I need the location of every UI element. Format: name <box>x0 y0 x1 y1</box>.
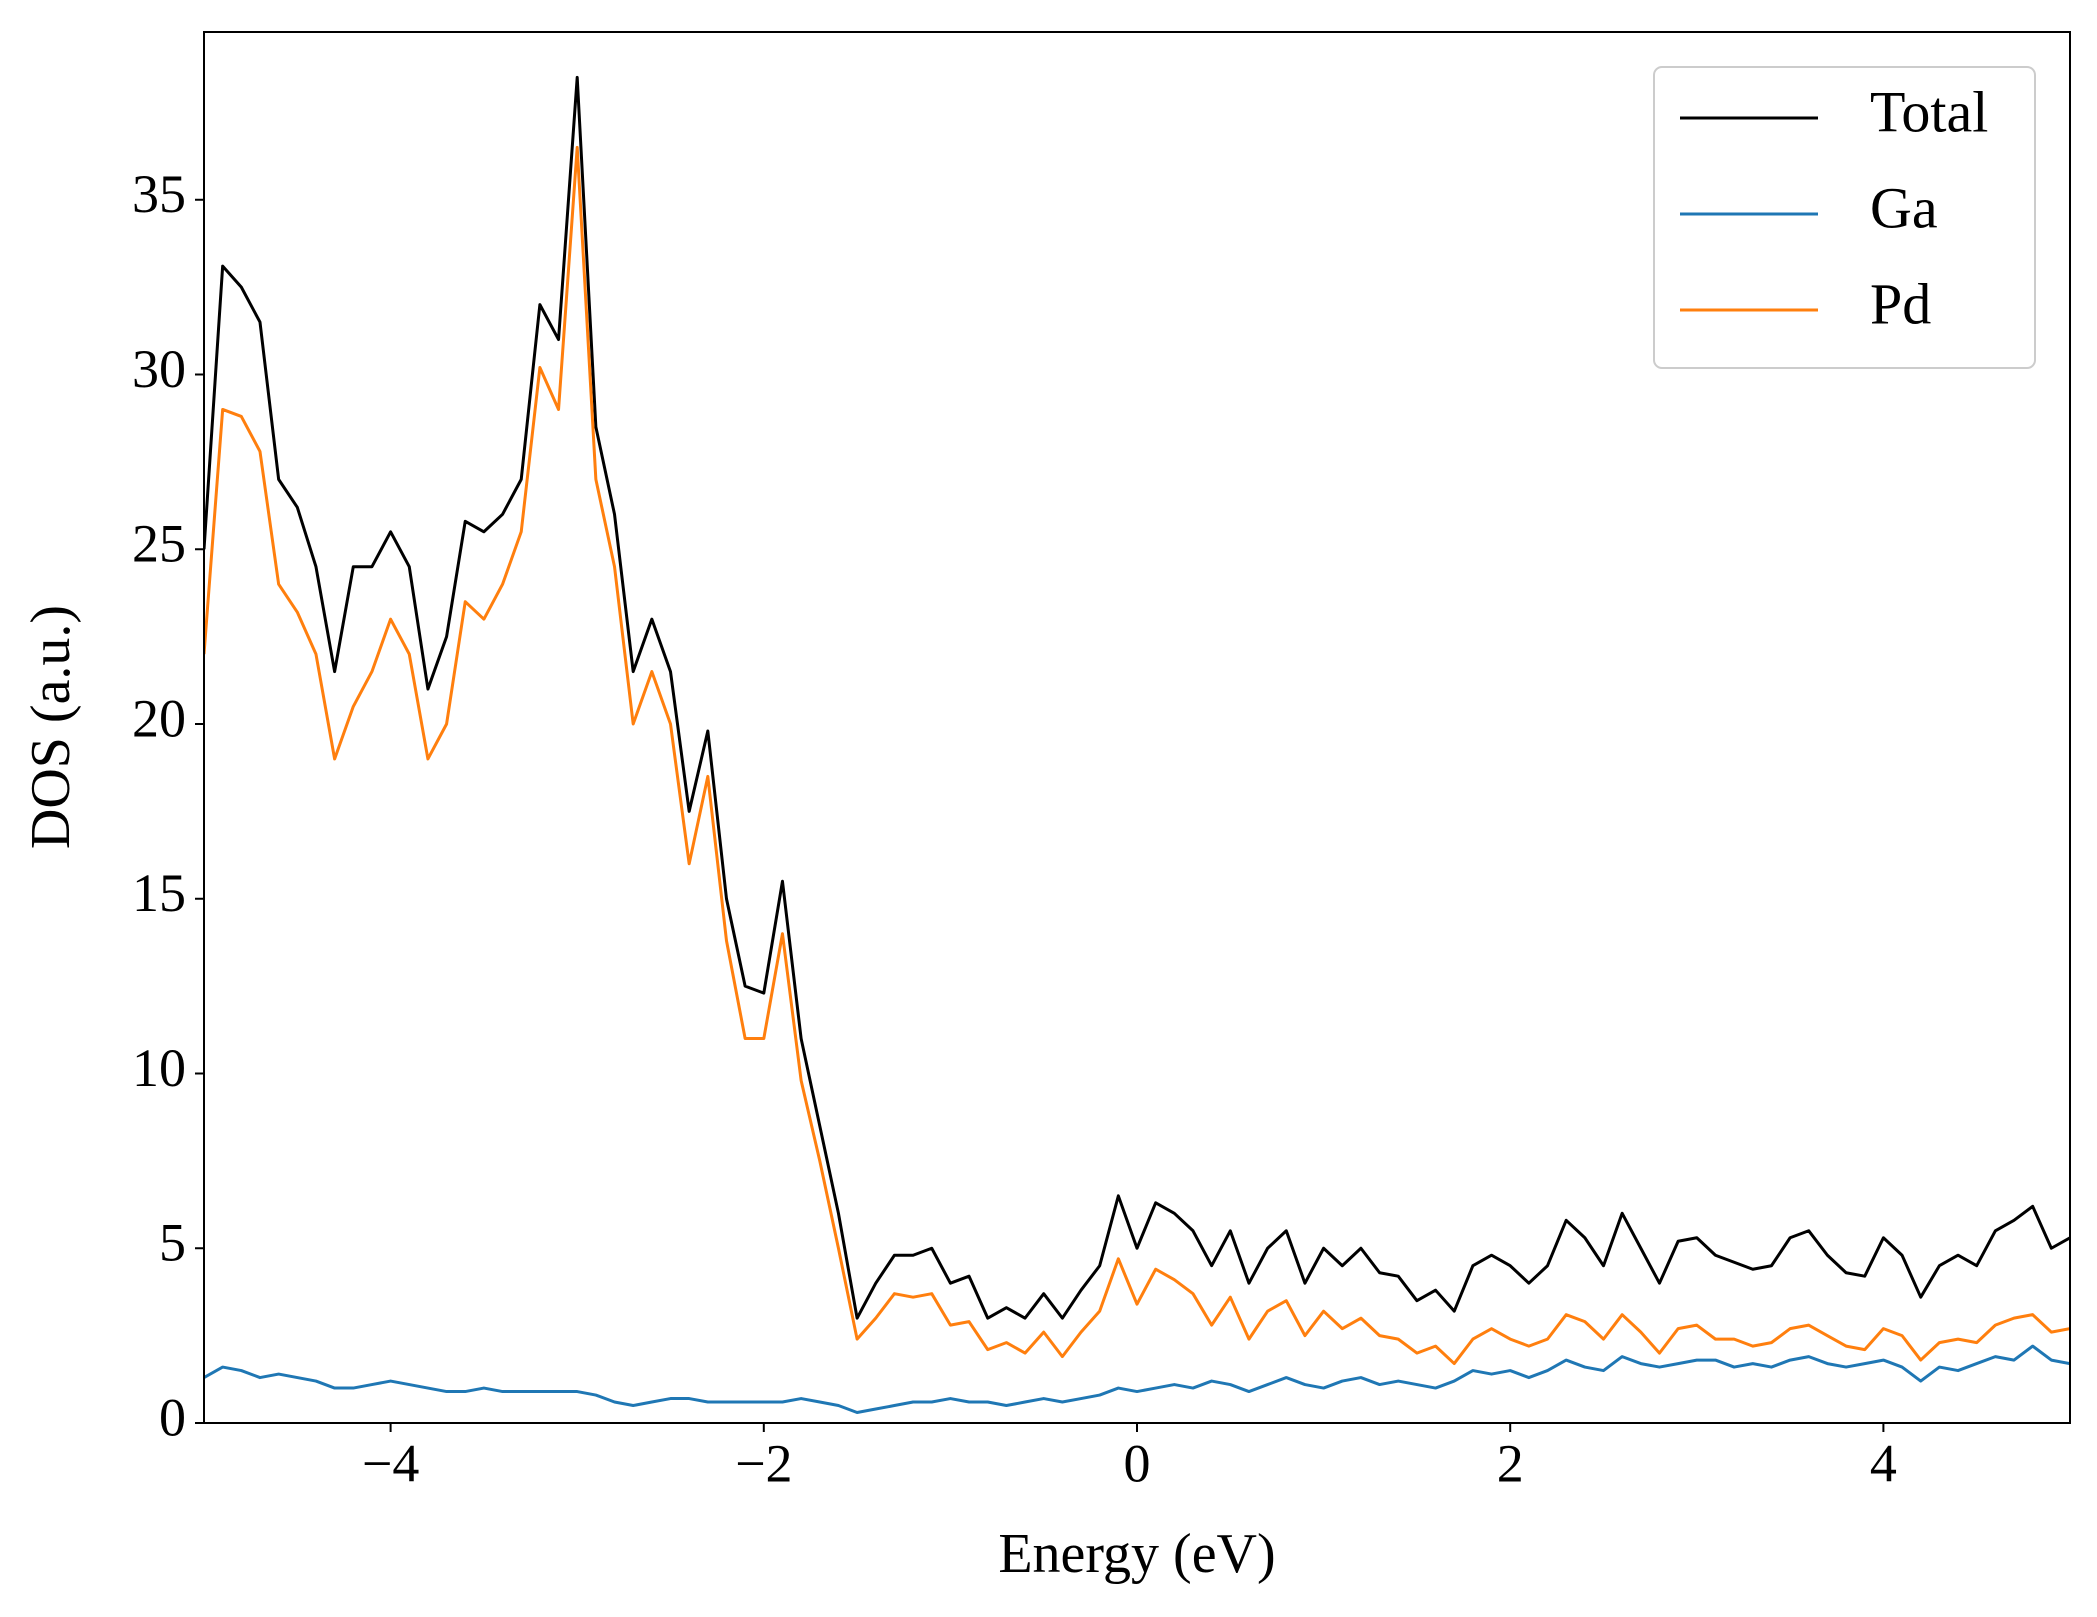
x-tick-label: −4 <box>362 1433 419 1493</box>
legend-label: Ga <box>1870 175 1938 240</box>
y-tick-label: 35 <box>132 164 186 224</box>
x-tick-label: −2 <box>735 1433 792 1493</box>
y-tick-label: 5 <box>159 1213 186 1273</box>
series-line <box>204 75 2070 1320</box>
series-line <box>204 1344 2070 1415</box>
y-tick-label: 15 <box>132 863 186 923</box>
legend-box <box>1653 66 2036 369</box>
y-axis-label: DOS (a.u.) <box>20 605 82 849</box>
y-tick-label: 10 <box>132 1038 186 1098</box>
plot-frame <box>203 31 2071 1424</box>
x-tick-label: 4 <box>1870 1433 1897 1493</box>
y-tick-label: 25 <box>132 514 186 574</box>
x-tick-label: 0 <box>1124 1433 1151 1493</box>
legend-label: Total <box>1870 79 1988 144</box>
y-tick-label: 0 <box>159 1387 186 1447</box>
y-tick-label: 30 <box>132 339 186 399</box>
series-line <box>204 145 2070 1366</box>
y-tick-label: 20 <box>132 688 186 748</box>
x-axis-label: Energy (eV) <box>998 1523 1275 1585</box>
legend-label: Pd <box>1870 271 1931 336</box>
x-tick-label: 2 <box>1497 1433 1524 1493</box>
